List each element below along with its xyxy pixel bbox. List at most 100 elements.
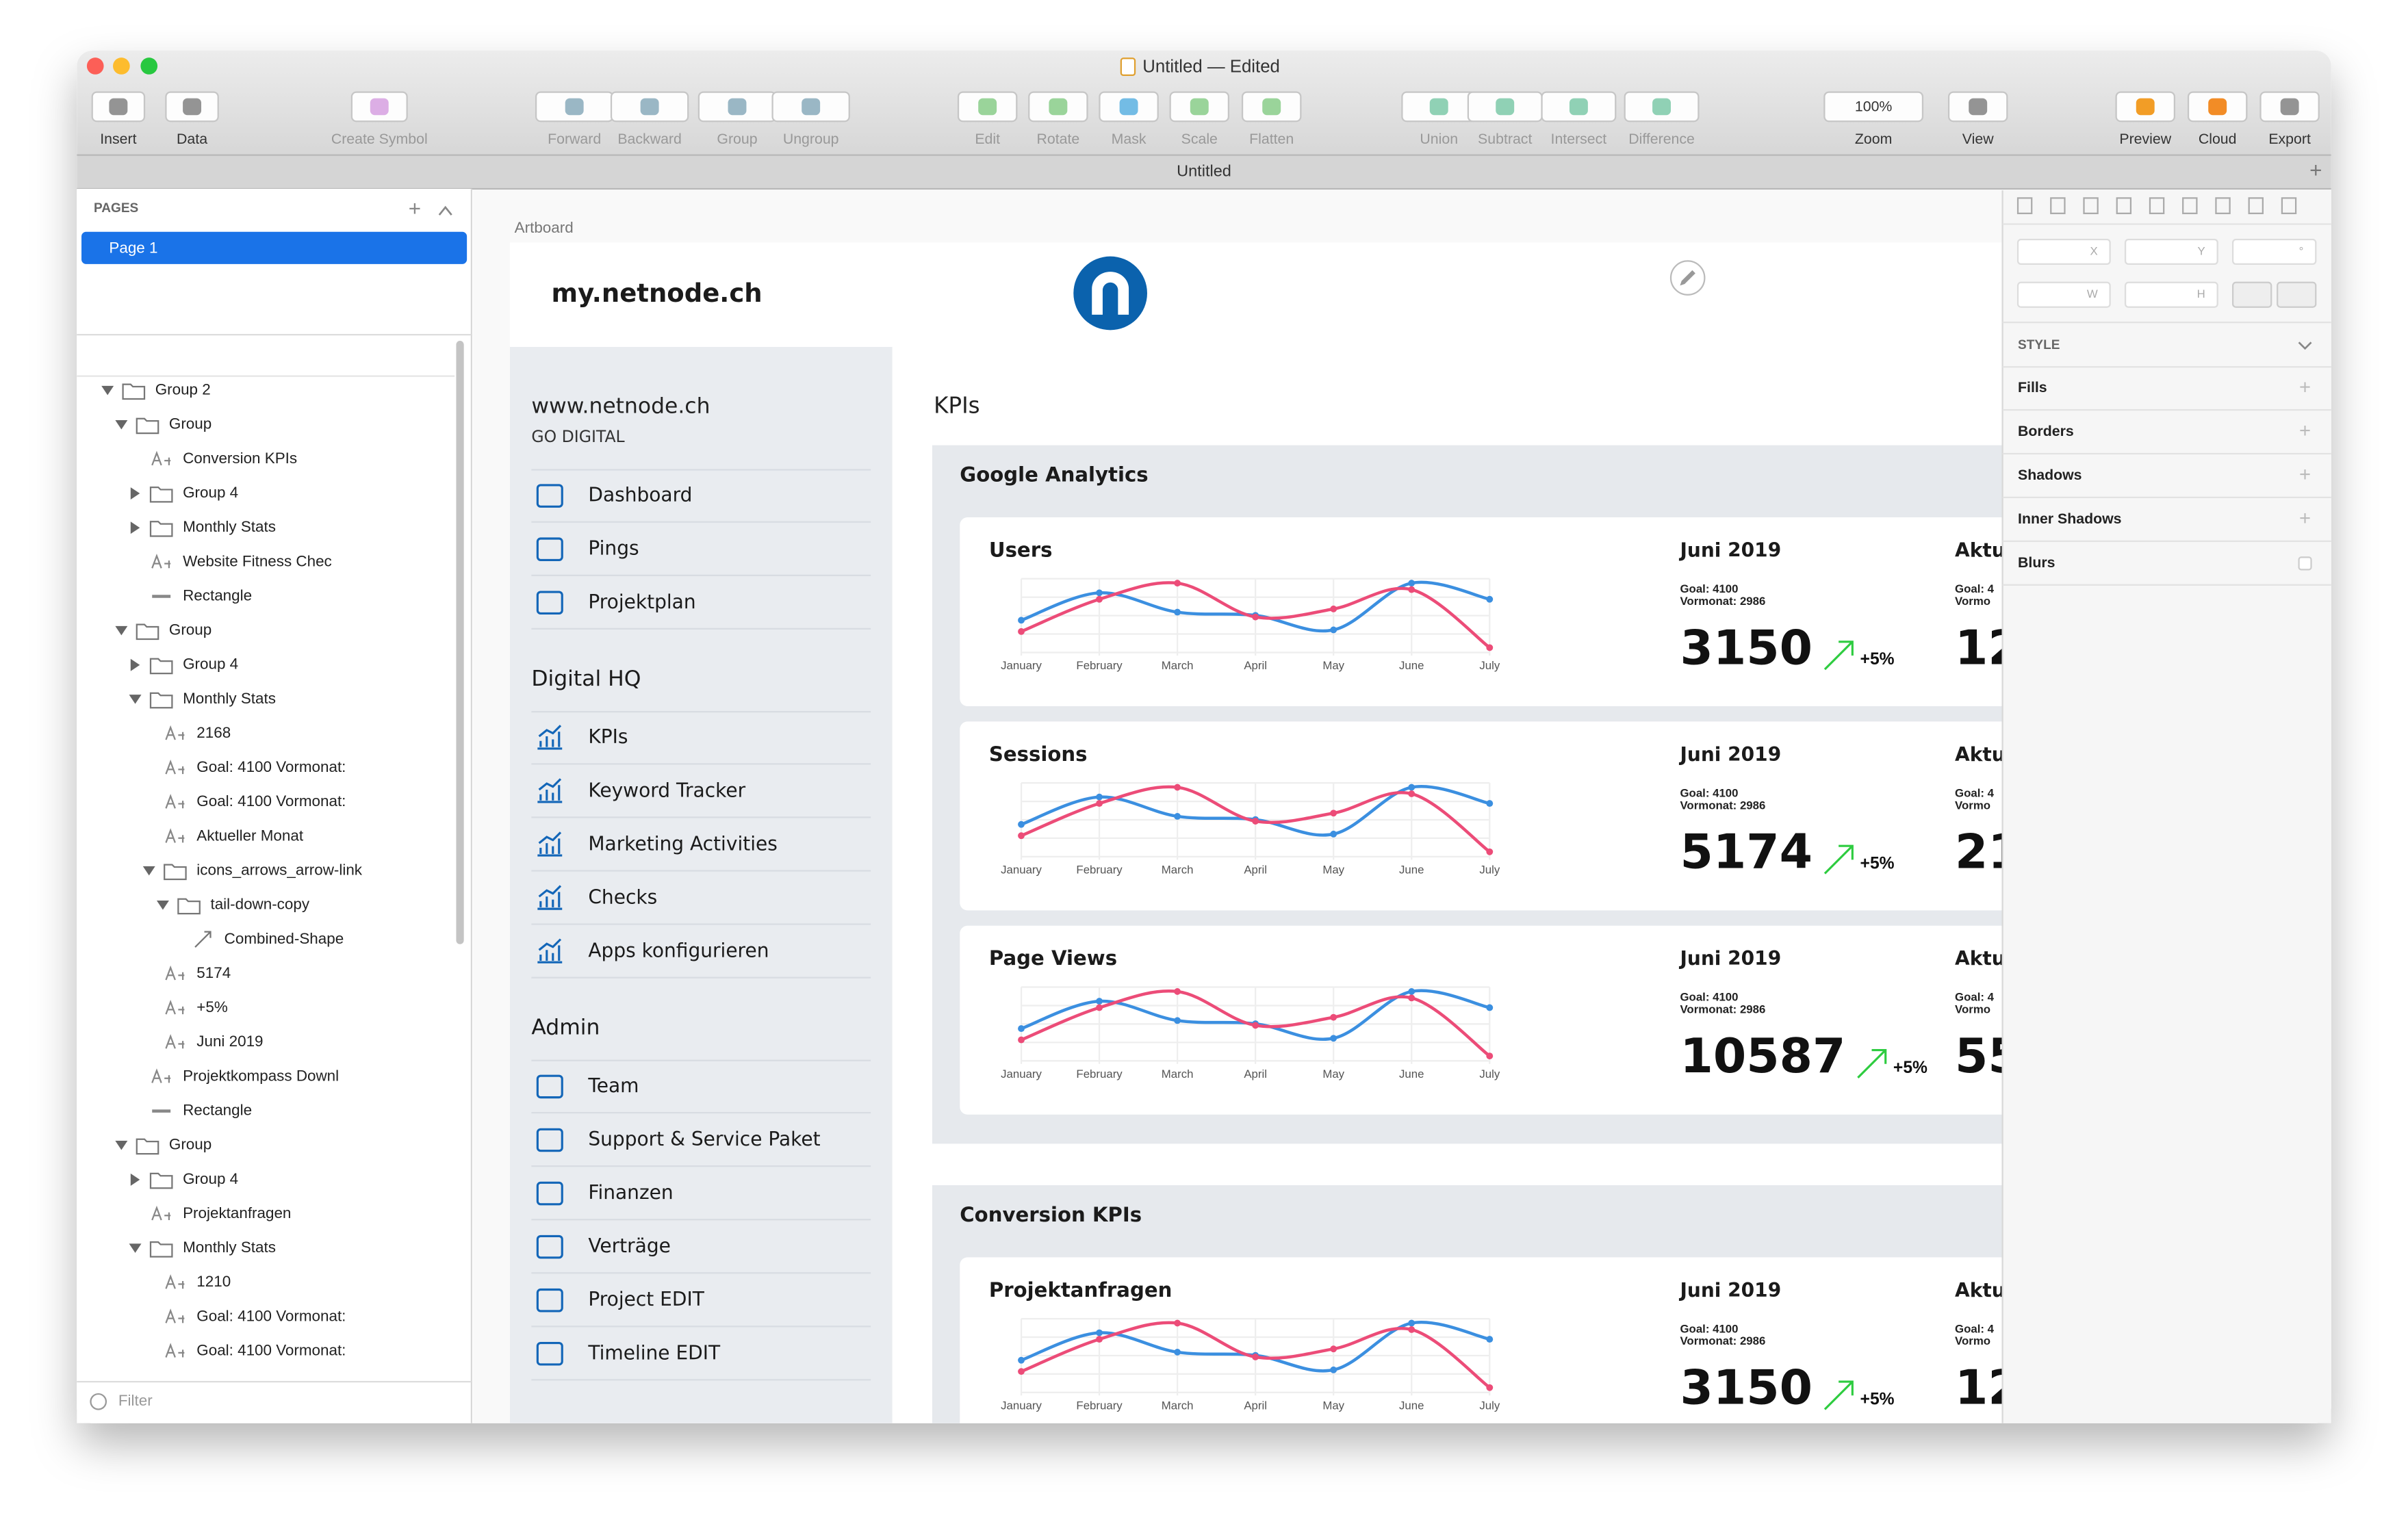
flip-button[interactable] — [2277, 281, 2317, 308]
nav-item[interactable]: KPIs — [588, 725, 628, 748]
layer-name[interactable]: Monthly Stats — [183, 1239, 276, 1256]
toolbar-label[interactable]: Ungroup — [783, 131, 839, 147]
toolbar-label[interactable]: View — [1962, 131, 1994, 147]
nav-item[interactable]: Dashboard — [588, 484, 692, 506]
layer-name[interactable]: Monthly Stats — [183, 518, 276, 535]
layer-name[interactable]: icons_arrows_arrow-link — [196, 862, 363, 879]
style-section[interactable]: Borders — [2018, 423, 2074, 439]
scrollbar[interactable] — [456, 341, 464, 944]
toolbar-label[interactable]: Export — [2268, 131, 2311, 147]
toolbar-label[interactable]: Forward — [548, 131, 601, 147]
nav-item[interactable]: Pings — [588, 537, 639, 560]
toolbar-label[interactable]: Group — [717, 131, 757, 147]
expanded-arrow[interactable] — [129, 1243, 142, 1253]
layer-name[interactable]: Group — [169, 415, 212, 432]
nav-item[interactable]: Team — [587, 1074, 639, 1097]
flip-button[interactable] — [2231, 281, 2272, 308]
input-field[interactable] — [2016, 281, 2111, 308]
add-style[interactable]: + — [2299, 508, 2311, 530]
layer-name[interactable]: Group 4 — [183, 656, 238, 673]
toolbar-label[interactable]: Subtract — [1478, 131, 1532, 147]
expanded-arrow[interactable] — [115, 420, 128, 430]
nav-item[interactable]: Timeline EDIT — [587, 1341, 721, 1364]
style-section[interactable]: Blurs — [2018, 554, 2055, 571]
align-button[interactable] — [2281, 197, 2297, 214]
toolbar-label[interactable]: Rotate — [1036, 131, 1079, 147]
close-button[interactable] — [86, 57, 104, 75]
toolbar-button[interactable] — [1823, 91, 1924, 122]
collapse-pages[interactable] — [438, 205, 452, 216]
nav-item[interactable]: Keyword Tracker — [588, 779, 745, 801]
collapsed-arrow[interactable] — [130, 1173, 140, 1186]
add-style[interactable]: + — [2299, 420, 2311, 442]
artboard-label[interactable]: Artboard — [515, 219, 574, 236]
toolbar-label[interactable]: Difference — [1628, 131, 1695, 147]
add-page[interactable]: + — [409, 197, 421, 221]
zoom-button[interactable] — [140, 57, 158, 75]
style-section[interactable]: Fills — [2018, 379, 2047, 396]
layer-name[interactable]: tail-down-copy — [210, 896, 309, 913]
add-style[interactable]: + — [2299, 464, 2311, 486]
layer-name[interactable]: Group — [169, 1136, 212, 1153]
toolbar-label[interactable]: Cloud — [2199, 131, 2237, 147]
collapsed-arrow[interactable] — [130, 521, 140, 534]
layer-name[interactable]: 5174 — [196, 964, 231, 981]
layer-name[interactable]: Group 4 — [183, 1170, 238, 1187]
expanded-arrow[interactable] — [129, 695, 142, 704]
align-button[interactable] — [2248, 197, 2264, 214]
style-section[interactable]: Shadows — [2018, 467, 2082, 483]
layer-name[interactable]: Juni 2019 — [196, 1033, 263, 1050]
nav-item[interactable]: Verträge — [588, 1234, 671, 1257]
nav-item[interactable]: Project EDIT — [588, 1288, 704, 1310]
layer-name[interactable]: Goal: 4100 Vormonat: — [196, 1342, 346, 1359]
align-button[interactable] — [2215, 197, 2231, 214]
chevron[interactable] — [2298, 341, 2312, 350]
align-button[interactable] — [2016, 197, 2033, 214]
input-field[interactable] — [2231, 238, 2317, 265]
toolbar-label[interactable]: Create Symbol — [331, 131, 428, 147]
toolbar-label[interactable]: Mask — [1112, 131, 1147, 147]
nav-item[interactable]: Projektplan — [588, 591, 695, 613]
add-style[interactable]: + — [2299, 376, 2311, 398]
layer-name[interactable]: 2168 — [196, 724, 231, 741]
nav-item[interactable]: Apps konfigurieren — [588, 939, 769, 961]
filter-field[interactable]: Filter — [118, 1392, 153, 1409]
toolbar-label[interactable]: Preview — [2119, 131, 2171, 147]
input-field[interactable] — [2124, 281, 2218, 308]
toolbar-label[interactable]: Union — [1420, 131, 1458, 147]
expanded-arrow[interactable] — [156, 901, 169, 910]
expanded-arrow[interactable] — [115, 1141, 128, 1150]
nav-item[interactable]: Checks — [588, 885, 657, 908]
collapsed-arrow[interactable] — [130, 487, 140, 500]
layer-name[interactable]: Rectangle — [183, 1102, 252, 1119]
layer-name[interactable]: Group 4 — [183, 484, 238, 501]
layer-name[interactable]: Group — [169, 621, 212, 638]
toolbar-label[interactable]: Zoom — [1855, 131, 1892, 147]
layer-name[interactable]: Goal: 4100 Vormonat: — [196, 792, 346, 810]
align-button[interactable] — [2182, 197, 2198, 214]
align-button[interactable] — [2050, 197, 2066, 214]
expanded-arrow[interactable] — [101, 385, 114, 396]
nav-item[interactable]: Support & Service Paket — [588, 1128, 820, 1150]
layer-name[interactable]: 1210 — [196, 1273, 231, 1290]
toolbar-label[interactable]: Insert — [100, 131, 136, 147]
layer-name[interactable]: Rectangle — [183, 586, 252, 604]
toolbar-label[interactable]: Backward — [617, 131, 682, 147]
input-field[interactable] — [2124, 238, 2218, 265]
layer-name[interactable]: Website Fitness Chec — [183, 552, 332, 569]
layer-name[interactable]: Conversion KPIs — [183, 450, 297, 467]
nav-item[interactable]: Marketing Activities — [588, 832, 777, 855]
collapsed-arrow[interactable] — [130, 658, 140, 671]
toolbar-label[interactable]: Flatten — [1249, 131, 1294, 147]
nav-item[interactable]: Finanzen — [588, 1181, 673, 1204]
layer-name[interactable]: Monthly Stats — [183, 690, 276, 707]
input-field[interactable] — [2016, 238, 2111, 265]
align-button[interactable] — [2083, 197, 2099, 214]
layer-name[interactable]: Projektkompass Downl — [183, 1067, 339, 1084]
page-name[interactable]: Page 1 — [109, 239, 157, 256]
toolbar-label[interactable]: Edit — [975, 131, 1000, 147]
layer-name[interactable]: Goal: 4100 Vormonat: — [196, 1307, 346, 1324]
layer-name[interactable]: Projektanfragen — [183, 1204, 291, 1221]
toolbar-label[interactable]: Data — [177, 131, 207, 147]
expanded-arrow[interactable] — [115, 625, 128, 636]
